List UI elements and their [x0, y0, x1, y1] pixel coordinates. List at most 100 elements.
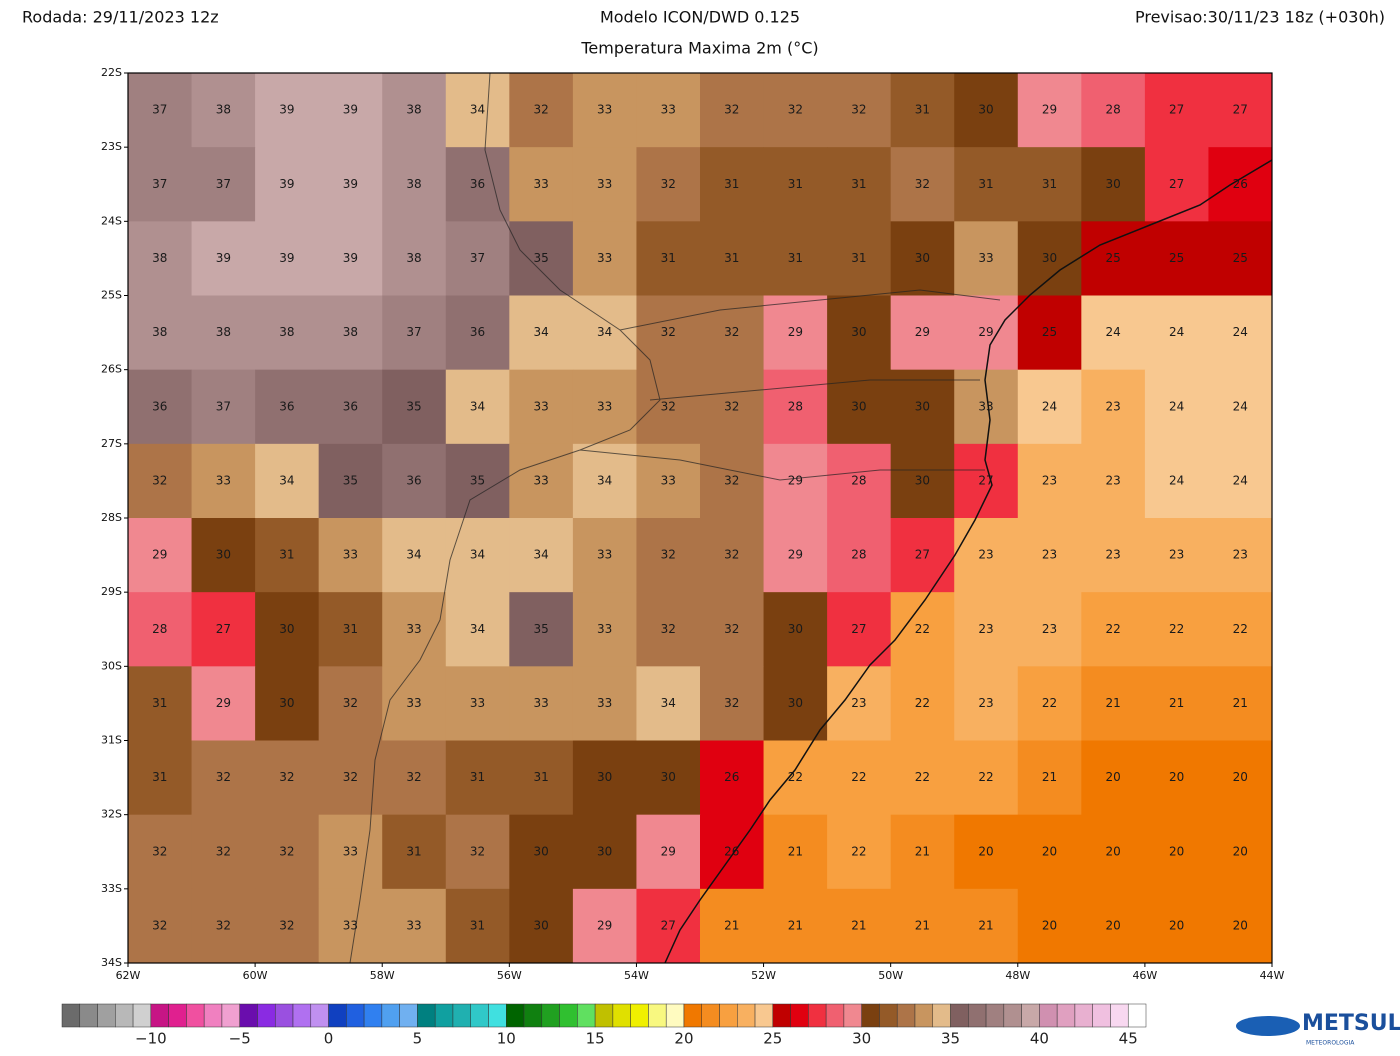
temp-cell [128, 221, 193, 296]
temp-cell [1081, 295, 1146, 371]
temp-cell [827, 888, 892, 964]
colorbar-swatch [434, 1003, 454, 1028]
colorbar-swatch [506, 1003, 525, 1028]
temp-value: 30 [597, 770, 612, 784]
temp-cell [700, 443, 765, 519]
temp-value: 23 [978, 622, 993, 636]
temp-value: 29 [597, 918, 612, 932]
colorbar-swatch [541, 1003, 560, 1028]
temp-cell [1017, 295, 1082, 371]
lat-label: 30S [101, 659, 122, 672]
colorbar-swatch [825, 1003, 845, 1028]
temp-cell [445, 814, 510, 890]
temp-value: 31 [152, 696, 167, 710]
temp-cell [572, 295, 637, 371]
temp-value: 35 [533, 251, 548, 265]
temp-value: 31 [851, 177, 866, 191]
temp-cell [1208, 888, 1273, 964]
lat-label: 32S [101, 808, 122, 821]
temp-value: 33 [978, 399, 993, 413]
temp-value: 30 [216, 548, 231, 562]
temp-cell [382, 814, 447, 890]
temp-cell [509, 592, 574, 667]
temp-cell [445, 369, 510, 445]
colorbar-swatch [861, 1003, 880, 1028]
temp-value: 33 [470, 696, 485, 710]
temp-cell [1144, 592, 1209, 667]
temp-cell [1081, 369, 1146, 445]
temp-value: 32 [152, 918, 167, 932]
temp-value: 21 [1169, 696, 1184, 710]
temp-value: 30 [1105, 177, 1120, 191]
temp-value: 33 [406, 918, 421, 932]
temp-cell [1081, 73, 1146, 148]
temp-cell [954, 888, 1019, 964]
logo: METSUL METEOROLOGIA [1236, 1011, 1400, 1047]
temp-value: 33 [533, 399, 548, 413]
temp-cell [382, 295, 447, 371]
temp-cell [445, 888, 510, 964]
temp-cell [318, 147, 383, 222]
temp-cell [763, 443, 828, 519]
colorbar-swatch [97, 1003, 116, 1028]
temp-cell [827, 518, 892, 593]
temp-value: 29 [661, 844, 676, 858]
temp-value: 37 [406, 325, 421, 339]
temp-value: 30 [915, 251, 930, 265]
colorbar-label: 15 [586, 1030, 605, 1048]
temp-cell [445, 740, 510, 816]
temp-value: 25 [1169, 251, 1184, 265]
colorbar-swatch [932, 1003, 951, 1028]
temp-cell [509, 888, 574, 964]
temp-value: 31 [343, 622, 358, 636]
colorbar-swatch [346, 1003, 365, 1028]
temp-value: 33 [661, 473, 676, 487]
temp-value: 33 [406, 622, 421, 636]
temp-value: 30 [1042, 251, 1057, 265]
temperature-field: 37 38 39 39 38 34 32 33 33 32 32 32 31 30 29 28 27 27 37 37… [128, 73, 1273, 964]
temp-cell [827, 73, 892, 148]
colorbar-swatch [790, 1003, 809, 1028]
colorbar-swatch [239, 1003, 258, 1028]
temp-value: 23 [1042, 473, 1057, 487]
lon-label: 58W [370, 969, 395, 982]
lon-label: 44W [1260, 969, 1285, 982]
temp-cell [1017, 740, 1082, 816]
temp-cell [445, 221, 510, 296]
temp-value: 25 [1105, 251, 1120, 265]
temp-value: 36 [470, 177, 485, 191]
temp-cell [255, 443, 320, 519]
temp-cell [191, 73, 256, 148]
temp-cell [318, 518, 383, 593]
colorbar-label: 40 [1030, 1030, 1049, 1048]
temp-value: 29 [915, 325, 930, 339]
temp-cell [1144, 147, 1209, 222]
temp-value: 23 [1042, 622, 1057, 636]
temp-cell [191, 666, 256, 741]
colorbar-swatch [186, 1003, 205, 1028]
logo-mark [1236, 1016, 1300, 1036]
temp-cell [509, 73, 574, 148]
temp-value: 20 [1169, 770, 1184, 784]
temp-value: 32 [216, 844, 231, 858]
temp-cell [1081, 147, 1146, 222]
colorbar-swatch [737, 1003, 756, 1028]
temp-value: 39 [343, 103, 358, 117]
temp-cell [827, 221, 892, 296]
colorbar-swatch [523, 1003, 543, 1028]
temp-cell [763, 666, 828, 741]
temp-value: 31 [406, 844, 421, 858]
colorbar-swatch [719, 1003, 738, 1028]
temp-value: 21 [851, 918, 866, 932]
temp-cell [763, 888, 828, 964]
temp-cell [128, 888, 193, 964]
temp-value: 32 [724, 622, 739, 636]
temp-cell [255, 369, 320, 445]
temp-cell [1208, 592, 1273, 667]
temp-value: 23 [1105, 548, 1120, 562]
temp-cell [191, 592, 256, 667]
temp-value: 32 [724, 696, 739, 710]
temp-cell [382, 518, 447, 593]
colorbar-swatch [310, 1003, 329, 1028]
temp-value: 22 [915, 770, 930, 784]
